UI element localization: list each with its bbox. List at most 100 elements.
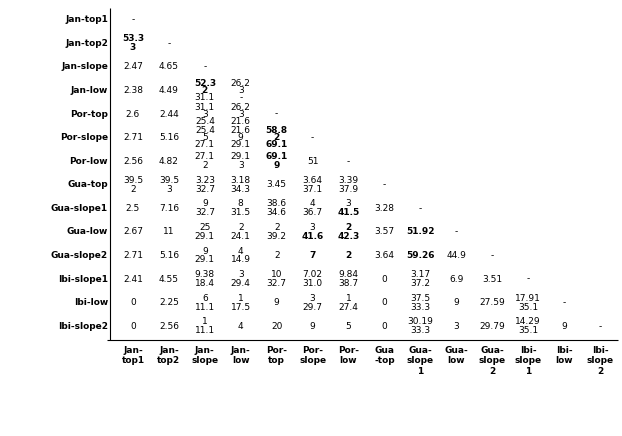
Text: Gua-
slope
2: Gua- slope 2	[479, 346, 506, 376]
Text: 41.6: 41.6	[302, 232, 323, 241]
Text: 21.6: 21.6	[231, 126, 251, 135]
Text: 29.1: 29.1	[195, 232, 215, 241]
Text: 11.1: 11.1	[195, 303, 215, 312]
Text: 7.16: 7.16	[159, 204, 179, 213]
Text: 30.19: 30.19	[407, 317, 434, 326]
Text: 39.5: 39.5	[123, 176, 143, 185]
Text: 29.7: 29.7	[303, 303, 323, 312]
Text: 33.3: 33.3	[411, 326, 430, 335]
Text: 59.26: 59.26	[406, 251, 435, 260]
Text: Por-top: Por-top	[70, 109, 108, 119]
Text: -: -	[239, 93, 243, 102]
Text: 4.82: 4.82	[159, 157, 179, 166]
Text: 14.29: 14.29	[516, 317, 541, 326]
Text: Ibi-
slope
1: Ibi- slope 1	[514, 346, 542, 376]
Text: 3: 3	[238, 109, 244, 119]
Text: 1: 1	[238, 293, 244, 303]
Text: 2: 2	[345, 251, 351, 260]
Text: 3.64: 3.64	[303, 176, 323, 185]
Text: 7: 7	[309, 251, 316, 260]
Text: 2: 2	[274, 223, 279, 232]
Text: 29.1: 29.1	[231, 152, 251, 161]
Text: 2.5: 2.5	[126, 204, 140, 213]
Text: 2.67: 2.67	[123, 228, 143, 236]
Text: -: -	[383, 180, 386, 189]
Text: 9: 9	[310, 322, 315, 331]
Text: 2: 2	[345, 223, 351, 232]
Text: 29.4: 29.4	[231, 279, 251, 288]
Text: 17.91: 17.91	[515, 293, 541, 303]
Text: 39.2: 39.2	[267, 232, 287, 241]
Text: 0: 0	[381, 322, 388, 331]
Text: 3.39: 3.39	[338, 176, 359, 185]
Text: 27.1: 27.1	[195, 140, 215, 149]
Text: -: -	[347, 157, 350, 166]
Text: 25: 25	[199, 223, 210, 232]
Text: 3: 3	[130, 43, 136, 52]
Text: 3.45: 3.45	[267, 180, 287, 189]
Text: 31.0: 31.0	[302, 279, 323, 288]
Text: 8: 8	[238, 199, 244, 208]
Text: Ibi-slope2: Ibi-slope2	[58, 322, 108, 331]
Text: Por-
slope: Por- slope	[299, 346, 326, 365]
Text: 33.3: 33.3	[411, 303, 430, 312]
Text: 32.7: 32.7	[195, 185, 215, 194]
Text: 58.8: 58.8	[266, 126, 288, 135]
Text: 2: 2	[238, 223, 244, 232]
Text: 34.3: 34.3	[231, 185, 251, 194]
Text: 29.1: 29.1	[231, 140, 251, 149]
Text: Ibi-slope1: Ibi-slope1	[58, 275, 108, 283]
Text: 3: 3	[238, 270, 244, 279]
Text: 1: 1	[202, 317, 208, 326]
Text: -: -	[562, 298, 566, 307]
Text: 27.4: 27.4	[338, 303, 358, 312]
Text: 0: 0	[381, 275, 388, 283]
Text: -: -	[491, 251, 494, 260]
Text: 2: 2	[274, 251, 279, 260]
Text: Gua-
low: Gua- low	[445, 346, 468, 365]
Text: 2.71: 2.71	[123, 133, 143, 142]
Text: 0: 0	[130, 298, 136, 307]
Text: -: -	[527, 275, 530, 283]
Text: 3: 3	[166, 185, 172, 194]
Text: 4.55: 4.55	[159, 275, 179, 283]
Text: 3.23: 3.23	[195, 176, 215, 185]
Text: 9: 9	[561, 322, 567, 331]
Text: 31.5: 31.5	[231, 208, 251, 218]
Text: -: -	[203, 62, 207, 72]
Text: 3: 3	[238, 86, 244, 95]
Text: 0: 0	[130, 322, 136, 331]
Text: 53.3: 53.3	[122, 34, 144, 43]
Text: 5.16: 5.16	[159, 251, 179, 260]
Text: 2.38: 2.38	[123, 86, 143, 95]
Text: 2: 2	[274, 133, 280, 142]
Text: 35.1: 35.1	[518, 303, 538, 312]
Text: 4: 4	[310, 199, 315, 208]
Text: 3: 3	[310, 293, 315, 303]
Text: 69.1: 69.1	[266, 140, 288, 149]
Text: Jan-
low: Jan- low	[231, 346, 251, 365]
Text: Jan-top2: Jan-top2	[65, 39, 108, 48]
Text: Ibi-
low: Ibi- low	[555, 346, 573, 365]
Text: 7.02: 7.02	[303, 270, 323, 279]
Text: 3.18: 3.18	[231, 176, 251, 185]
Text: 37.5: 37.5	[411, 293, 430, 303]
Text: 6.9: 6.9	[449, 275, 463, 283]
Text: Jan-
top1: Jan- top1	[121, 346, 144, 365]
Text: Gua
-top: Gua -top	[374, 346, 395, 365]
Text: 21.6: 21.6	[231, 116, 251, 126]
Text: 10: 10	[271, 270, 282, 279]
Text: 3: 3	[238, 161, 244, 170]
Text: 3.28: 3.28	[374, 204, 394, 213]
Text: 32.7: 32.7	[195, 208, 215, 218]
Text: 31.1: 31.1	[195, 102, 215, 112]
Text: 2.44: 2.44	[159, 109, 179, 119]
Text: 3.57: 3.57	[374, 228, 394, 236]
Text: 20: 20	[271, 322, 282, 331]
Text: 44.9: 44.9	[447, 251, 466, 260]
Text: 9: 9	[202, 246, 208, 255]
Text: 31.1: 31.1	[195, 93, 215, 102]
Text: 14.9: 14.9	[231, 255, 251, 265]
Text: 3.51: 3.51	[482, 275, 503, 283]
Text: 9: 9	[274, 298, 279, 307]
